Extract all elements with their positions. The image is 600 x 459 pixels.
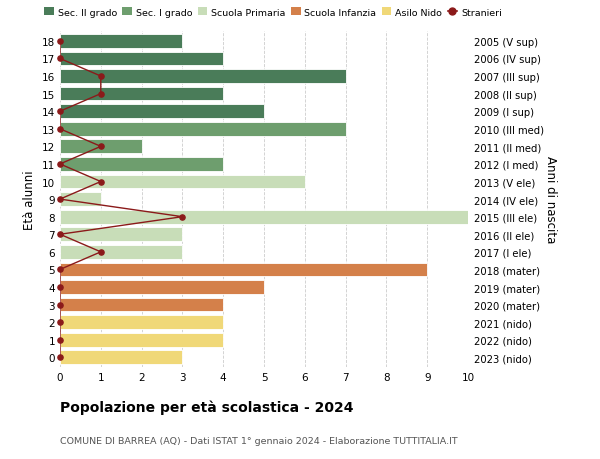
Point (96, 91, 106, 98)
Bar (60, 70, 346, 84)
Text: Popolazione per età scolastica - 2024: Popolazione per età scolastica - 2024 (60, 399, 353, 414)
Point (96, 249, 106, 256)
Bar (60, 175, 305, 189)
Bar (60, 210, 468, 224)
Bar (60, 140, 142, 154)
Point (55, 301, 65, 308)
Legend: Sec. II grado, Sec. I grado, Scuola Primaria, Scuola Infanzia, Asilo Nido, Stran: Sec. II grado, Sec. I grado, Scuola Prim… (44, 8, 502, 17)
Point (96, 143, 106, 151)
Bar (60, 246, 182, 259)
Point (178, 213, 187, 221)
Bar (60, 35, 182, 49)
Point (96, 73, 106, 80)
Bar (60, 158, 223, 171)
Point (55, 284, 65, 291)
Point (55, 319, 65, 326)
Text: COMUNE DI BARREA (AQ) - Dati ISTAT 1° gennaio 2024 - Elaborazione TUTTITALIA.IT: COMUNE DI BARREA (AQ) - Dati ISTAT 1° ge… (60, 436, 458, 445)
Point (55, 56, 65, 63)
Y-axis label: Anni di nascita: Anni di nascita (544, 156, 557, 243)
Point (55, 196, 65, 203)
Y-axis label: Età alunni: Età alunni (23, 170, 37, 230)
Bar (60, 263, 427, 277)
Bar (60, 280, 264, 294)
Bar (60, 316, 223, 329)
Point (55, 336, 65, 344)
Point (55, 108, 65, 116)
Point (55, 38, 65, 45)
Bar (60, 228, 182, 241)
Bar (60, 193, 101, 207)
Point (55, 266, 65, 274)
Bar (60, 351, 182, 364)
Point (55, 354, 65, 361)
Point (55, 161, 65, 168)
Bar (60, 88, 223, 101)
Bar (60, 333, 223, 347)
Bar (60, 105, 264, 119)
Point (55, 231, 65, 238)
Point (96, 179, 106, 186)
Point (55, 126, 65, 133)
Bar (60, 298, 223, 312)
Bar (60, 123, 346, 136)
Bar (60, 52, 223, 66)
